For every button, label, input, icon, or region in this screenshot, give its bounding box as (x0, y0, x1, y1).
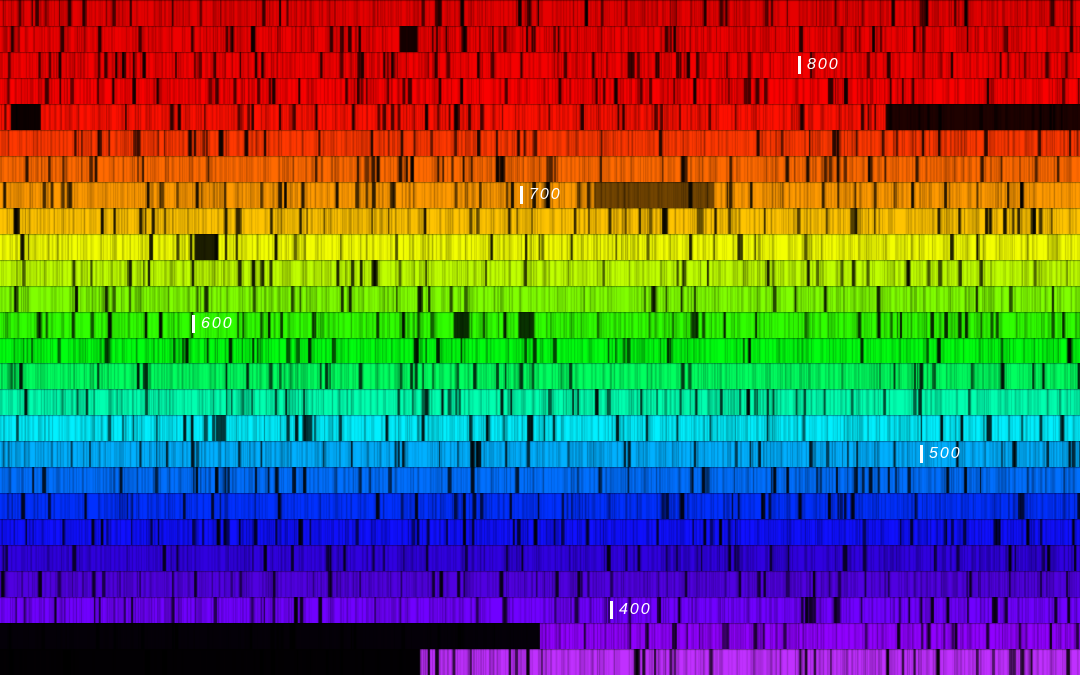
spectrum-strip (0, 649, 1080, 675)
solar-spectrum-echelle: 800700600500400 (0, 0, 1080, 675)
spectrum-strip (0, 26, 1080, 52)
spectrum-strip (0, 52, 1080, 78)
spectrum-strip (0, 623, 1080, 649)
spectrum-strip (0, 208, 1080, 234)
spectrum-strip (0, 286, 1080, 312)
spectrum-strip (0, 545, 1080, 571)
spectrum-strip (0, 156, 1080, 182)
spectrum-strip (0, 493, 1080, 519)
spectrum-strip (0, 0, 1080, 26)
spectrum-strip (0, 104, 1080, 130)
spectrum-strip (0, 182, 1080, 208)
spectrum-strip (0, 234, 1080, 260)
spectrum-strip (0, 519, 1080, 545)
spectrum-strip (0, 260, 1080, 286)
spectrum-strip (0, 130, 1080, 156)
spectrum-strip (0, 312, 1080, 338)
spectrum-strip (0, 441, 1080, 467)
spectrum-strip (0, 78, 1080, 104)
spectrum-strip (0, 338, 1080, 364)
spectrum-strip (0, 467, 1080, 493)
spectrum-strip (0, 363, 1080, 389)
spectrum-strip (0, 597, 1080, 623)
spectrum-strip (0, 571, 1080, 597)
spectrum-strip (0, 415, 1080, 441)
spectrum-strip (0, 389, 1080, 415)
